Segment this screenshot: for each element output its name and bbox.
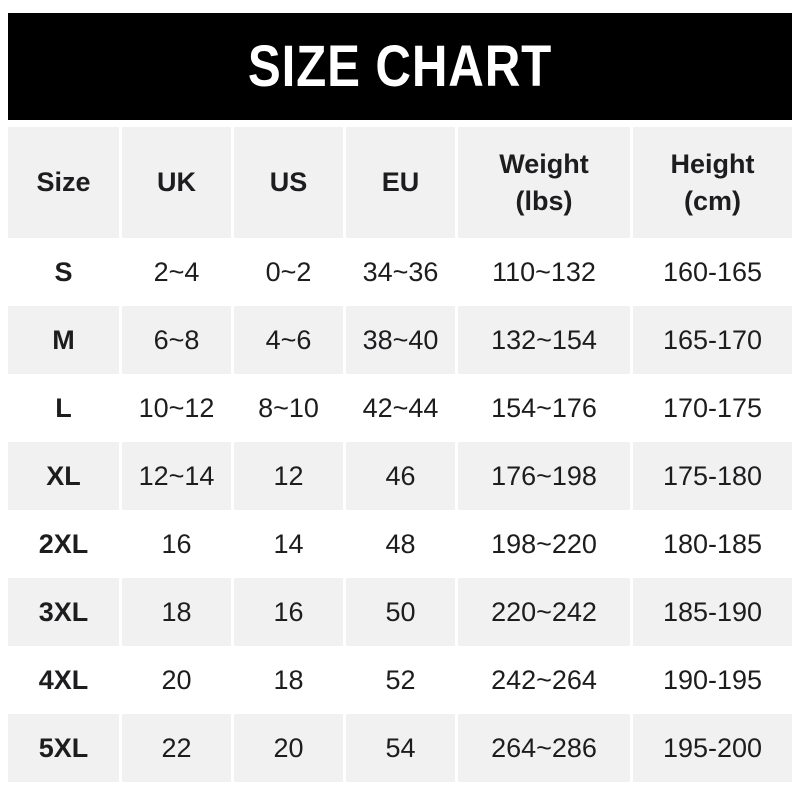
table-row: XL 12~14 12 46 176~198 175-180 — [8, 442, 792, 510]
cell-eu: 46 — [346, 442, 455, 510]
cell-height: 170-175 — [633, 374, 792, 442]
cell-uk: 22 — [122, 714, 231, 782]
cell-weight: 264~286 — [458, 714, 630, 782]
column-header-height: Height (cm) — [633, 127, 792, 238]
cell-size: M — [8, 306, 119, 374]
cell-us: 16 — [234, 578, 343, 646]
cell-uk: 10~12 — [122, 374, 231, 442]
column-header-weight: Weight (lbs) — [458, 127, 630, 238]
cell-uk: 2~4 — [122, 238, 231, 306]
cell-height: 180-185 — [633, 510, 792, 578]
table-row: L 10~12 8~10 42~44 154~176 170-175 — [8, 374, 792, 442]
cell-height: 195-200 — [633, 714, 792, 782]
table-row: 5XL 22 20 54 264~286 195-200 — [8, 714, 792, 782]
table-row: 3XL 18 16 50 220~242 185-190 — [8, 578, 792, 646]
cell-weight: 110~132 — [458, 238, 630, 306]
cell-size: 5XL — [8, 714, 119, 782]
cell-weight: 220~242 — [458, 578, 630, 646]
cell-weight: 242~264 — [458, 646, 630, 714]
page-title: SIZE CHART — [247, 34, 553, 99]
cell-eu: 52 — [346, 646, 455, 714]
title-banner: SIZE CHART — [8, 13, 792, 120]
cell-uk: 20 — [122, 646, 231, 714]
size-table: Size UK US EU Weight (lbs) Height (cm) S 2~4 0~… — [8, 127, 792, 782]
column-header-eu: EU — [346, 127, 455, 238]
cell-size: 2XL — [8, 510, 119, 578]
cell-us: 18 — [234, 646, 343, 714]
table-row: 2XL 16 14 48 198~220 180-185 — [8, 510, 792, 578]
table-row: 4XL 20 18 52 242~264 190-195 — [8, 646, 792, 714]
cell-uk: 6~8 — [122, 306, 231, 374]
cell-uk: 16 — [122, 510, 231, 578]
column-header-uk: UK — [122, 127, 231, 238]
cell-us: 20 — [234, 714, 343, 782]
cell-weight: 176~198 — [458, 442, 630, 510]
cell-eu: 38~40 — [346, 306, 455, 374]
cell-size: 3XL — [8, 578, 119, 646]
table-header-row: Size UK US EU Weight (lbs) Height (cm) — [8, 127, 792, 238]
cell-eu: 54 — [346, 714, 455, 782]
cell-us: 0~2 — [234, 238, 343, 306]
cell-us: 12 — [234, 442, 343, 510]
cell-uk: 18 — [122, 578, 231, 646]
cell-weight: 154~176 — [458, 374, 630, 442]
cell-size: S — [8, 238, 119, 306]
table-body: S 2~4 0~2 34~36 110~132 160-165 M 6~8 4~6 38~40 13… — [8, 238, 792, 782]
cell-us: 4~6 — [234, 306, 343, 374]
cell-us: 14 — [234, 510, 343, 578]
cell-us: 8~10 — [234, 374, 343, 442]
column-header-size: Size — [8, 127, 119, 238]
cell-height: 175-180 — [633, 442, 792, 510]
cell-eu: 34~36 — [346, 238, 455, 306]
cell-size: XL — [8, 442, 119, 510]
cell-eu: 48 — [346, 510, 455, 578]
column-header-us: US — [234, 127, 343, 238]
cell-eu: 50 — [346, 578, 455, 646]
cell-eu: 42~44 — [346, 374, 455, 442]
cell-uk: 12~14 — [122, 442, 231, 510]
cell-height: 160-165 — [633, 238, 792, 306]
cell-height: 190-195 — [633, 646, 792, 714]
cell-size: 4XL — [8, 646, 119, 714]
cell-weight: 132~154 — [458, 306, 630, 374]
cell-weight: 198~220 — [458, 510, 630, 578]
table-row: S 2~4 0~2 34~36 110~132 160-165 — [8, 238, 792, 306]
table-row: M 6~8 4~6 38~40 132~154 165-170 — [8, 306, 792, 374]
cell-size: L — [8, 374, 119, 442]
cell-height: 165-170 — [633, 306, 792, 374]
cell-height: 185-190 — [633, 578, 792, 646]
